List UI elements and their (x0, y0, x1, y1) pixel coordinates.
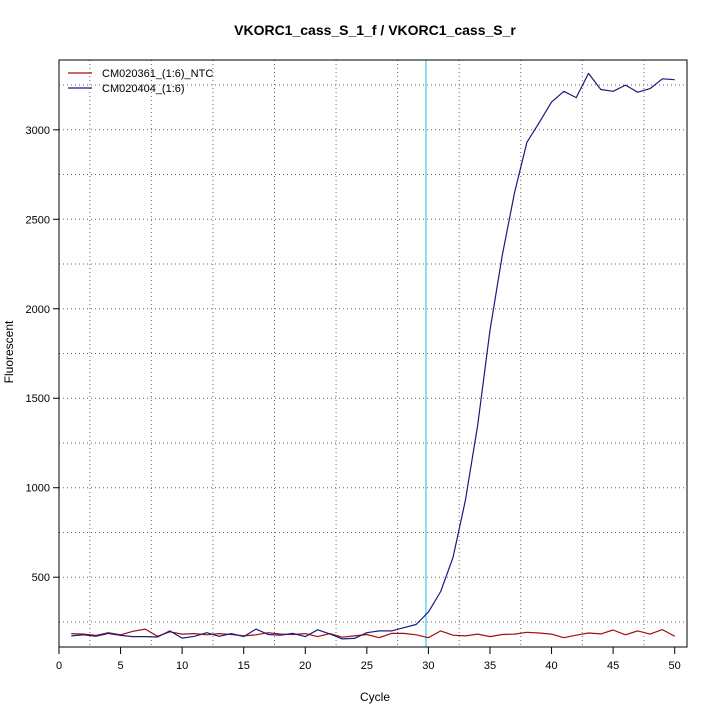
y-tick-label: 2500 (26, 214, 50, 226)
series-layer (71, 72, 675, 640)
y-tick-label: 1500 (26, 393, 50, 405)
legend: CM020361_(1:6)_NTC CM020404_(1:6) (68, 68, 213, 95)
y-tick-label: 1000 (26, 483, 50, 495)
x-axis-label: Cycle (360, 690, 390, 704)
x-axis: 0 5 10 15 20 25 30 35 40 45 50 (56, 646, 681, 672)
x-tick-label: 0 (56, 660, 62, 672)
y-axis: 500 1000 1500 2000 2500 3000 (26, 125, 60, 584)
x-tick-label: 30 (422, 660, 434, 672)
y-tick-label: 3000 (26, 125, 50, 137)
x-tick-label: 45 (607, 660, 619, 672)
x-tick-label: 15 (238, 660, 250, 672)
legend-label-2: CM020404_(1:6) (102, 83, 185, 95)
x-tick-label: 50 (669, 660, 681, 672)
chart-title: VKORC1_cass_S_1_f / VKORC1_cass_S_r (234, 22, 516, 38)
y-tick-label: 2000 (26, 304, 50, 316)
x-tick-label: 25 (361, 660, 373, 672)
y-axis-label: Fluorescent (2, 320, 16, 383)
x-tick-label: 35 (484, 660, 496, 672)
grid-layer (59, 60, 687, 647)
x-tick-label: 40 (545, 660, 557, 672)
x-tick-label: 5 (118, 660, 124, 672)
y-tick-label: 500 (32, 572, 50, 584)
x-tick-label: 20 (299, 660, 311, 672)
x-tick-label: 10 (176, 660, 188, 672)
legend-label-1: CM020361_(1:6)_NTC (102, 68, 213, 80)
series-line-2 (71, 72, 675, 640)
